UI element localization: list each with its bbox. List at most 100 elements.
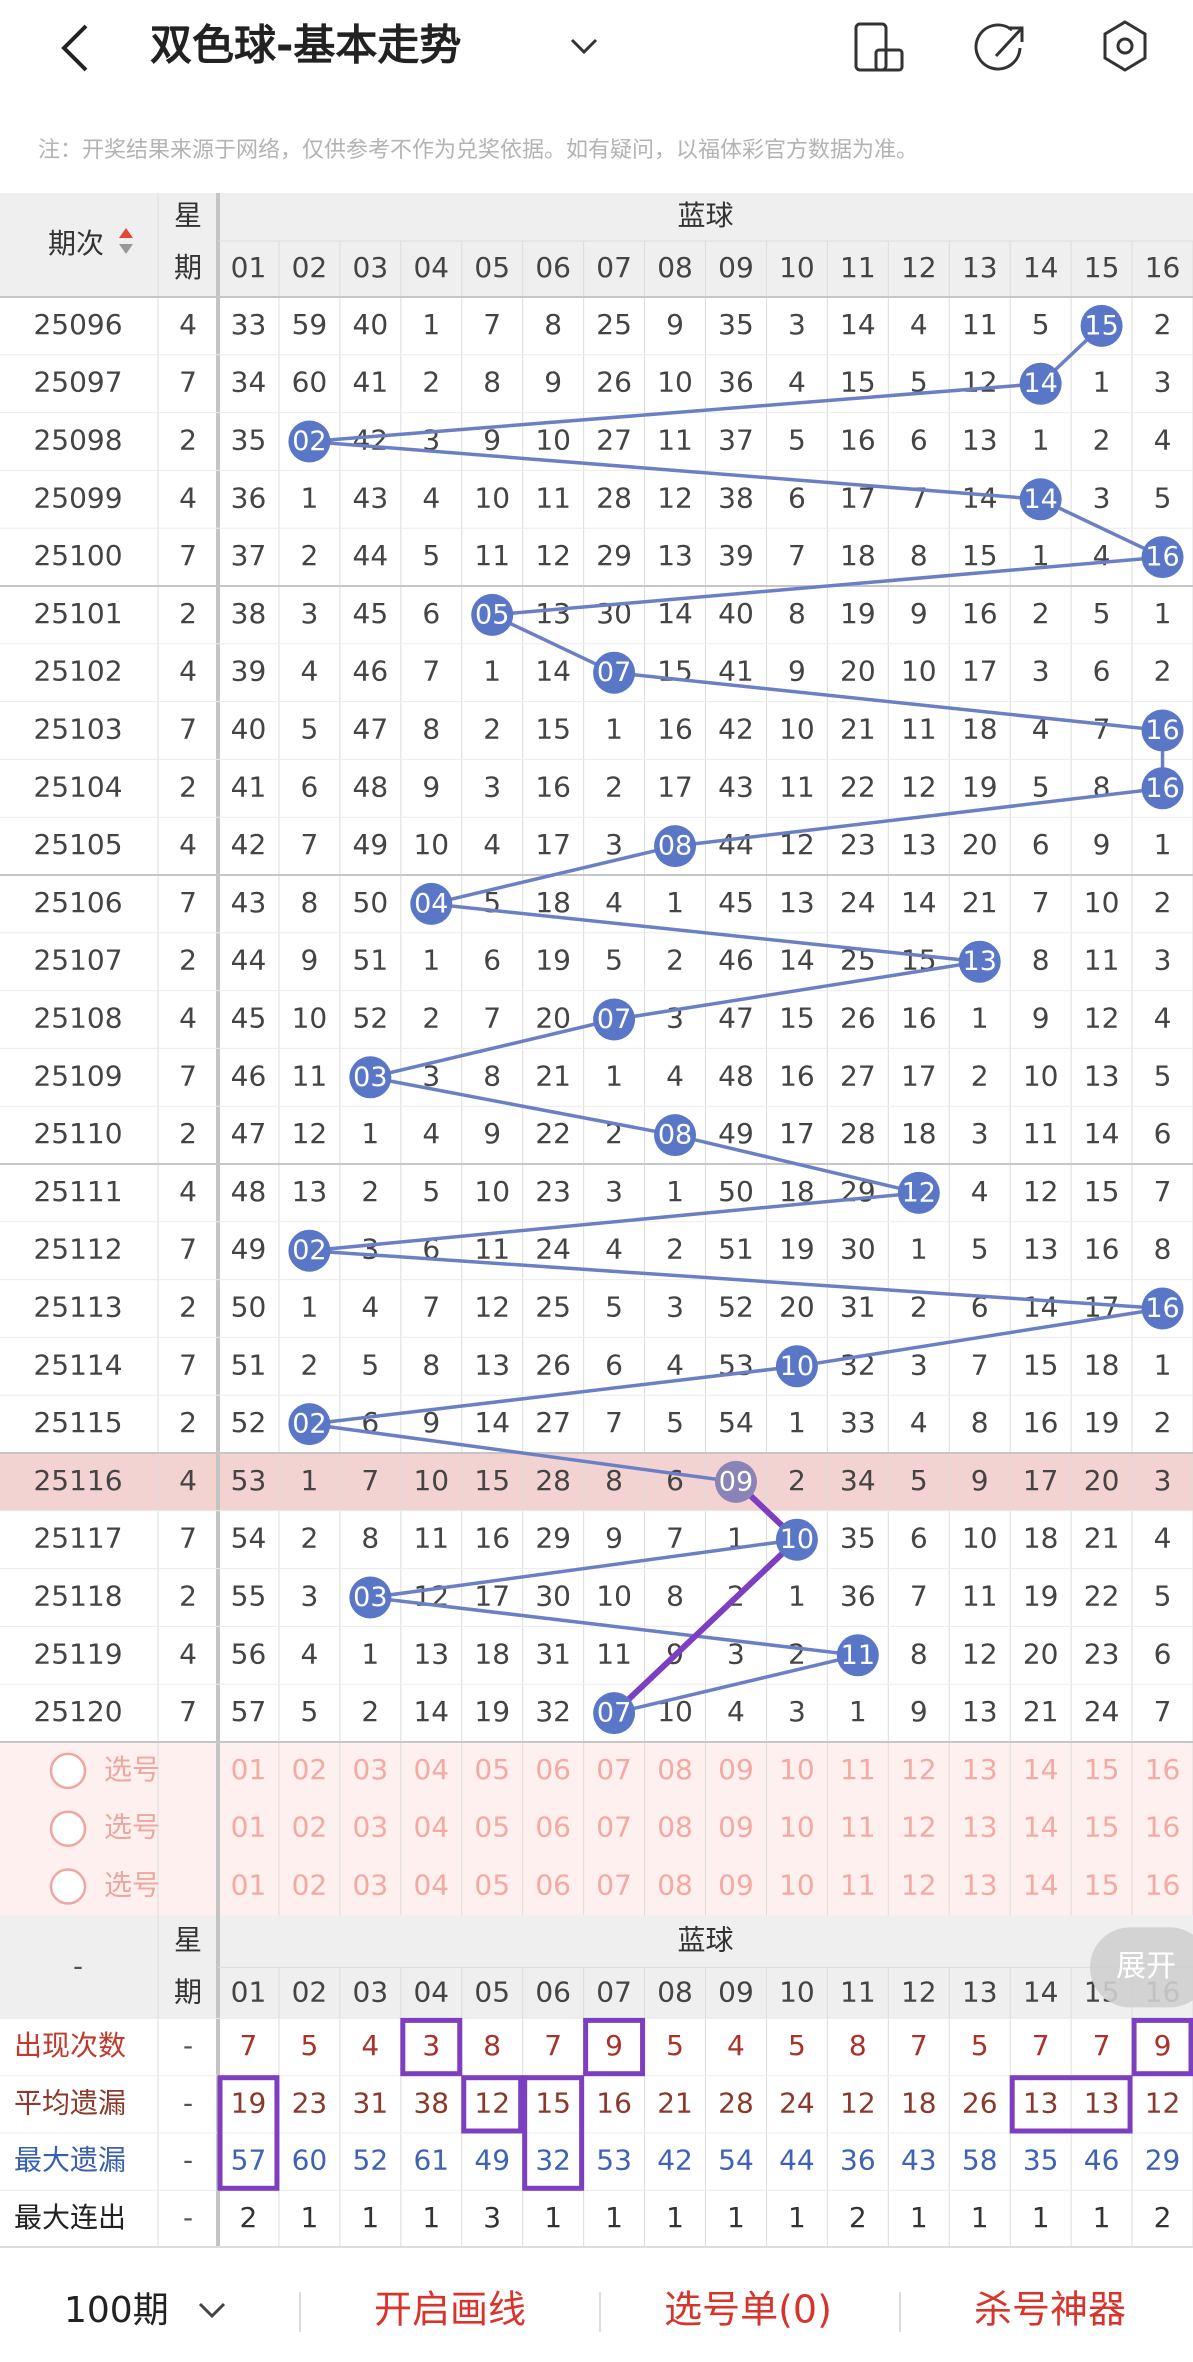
select-number[interactable]: 03 — [353, 1869, 389, 1902]
select-number[interactable]: 09 — [718, 1811, 754, 1844]
select-number[interactable]: 06 — [535, 1869, 571, 1902]
omission: 16 — [779, 1059, 815, 1092]
select-circle[interactable] — [49, 1752, 87, 1790]
omission: 4 — [300, 1637, 318, 1670]
select-number[interactable]: 15 — [1084, 1869, 1120, 1902]
omission: 13 — [779, 886, 815, 919]
omission: 21 — [1023, 1695, 1059, 1728]
select-number[interactable]: 14 — [1023, 1869, 1059, 1902]
share-icon[interactable] — [974, 23, 1024, 71]
select-number[interactable]: 08 — [657, 1753, 693, 1786]
omission: 6 — [1154, 1117, 1172, 1150]
omission: 54 — [231, 1522, 267, 1555]
title-dropdown[interactable] — [570, 38, 598, 55]
issue: 25117 — [33, 1522, 122, 1555]
layout-icon[interactable] — [854, 22, 904, 72]
omission: 8 — [483, 366, 501, 399]
select-number[interactable]: 04 — [413, 1753, 449, 1786]
select-number[interactable]: 11 — [840, 1753, 876, 1786]
sort-desc[interactable] — [119, 244, 133, 254]
select-number[interactable]: 14 — [1023, 1753, 1059, 1786]
select-number[interactable]: 11 — [840, 1811, 876, 1844]
period-selector[interactable]: 100期 — [64, 2290, 169, 2331]
period-chevron[interactable] — [198, 2302, 226, 2319]
select-number[interactable]: 16 — [1145, 1753, 1181, 1786]
omission: 5 — [300, 713, 318, 746]
stats-value: 7 — [910, 2029, 928, 2062]
stats-value: 5 — [300, 2029, 318, 2062]
select-number[interactable]: 13 — [962, 1869, 998, 1902]
select-number[interactable]: 04 — [413, 1869, 449, 1902]
select-number[interactable]: 09 — [718, 1753, 754, 1786]
sort-asc[interactable] — [119, 228, 133, 238]
select-number[interactable]: 15 — [1084, 1811, 1120, 1844]
select-number[interactable]: 07 — [596, 1869, 632, 1902]
weekday: 7 — [179, 713, 197, 746]
select-number[interactable]: 16 — [1145, 1869, 1181, 1902]
omission: 44 — [353, 539, 389, 572]
omission: 12 — [901, 770, 937, 803]
select-circle[interactable] — [49, 1868, 87, 1905]
select-number[interactable]: 08 — [657, 1869, 693, 1902]
select-number[interactable]: 02 — [292, 1811, 328, 1844]
select-number[interactable]: 16 — [1145, 1811, 1181, 1844]
omission: 6 — [1032, 828, 1050, 861]
omission: 3 — [788, 1695, 806, 1728]
stats-value: 7 — [240, 2029, 258, 2062]
omission: 20 — [779, 1291, 815, 1324]
select-number[interactable]: 10 — [779, 1753, 815, 1786]
select-number[interactable]: 07 — [596, 1753, 632, 1786]
select-number[interactable]: 10 — [779, 1869, 815, 1902]
pick-list-button[interactable]: 选号单(0) — [664, 2288, 832, 2332]
select-number[interactable]: 05 — [474, 1753, 510, 1786]
expand-button[interactable] — [1090, 1927, 1193, 2008]
omission: 7 — [361, 1464, 379, 1497]
select-number[interactable]: 03 — [353, 1753, 389, 1786]
select-number[interactable]: 02 — [292, 1753, 328, 1786]
select-number[interactable]: 06 — [535, 1811, 571, 1844]
select-number[interactable]: 14 — [1023, 1811, 1059, 1844]
omission: 53 — [231, 1464, 267, 1497]
omission: 39 — [231, 655, 267, 688]
stats-value: 8 — [849, 2029, 867, 2062]
select-number[interactable]: 04 — [413, 1811, 449, 1844]
select-number[interactable]: 01 — [231, 1869, 267, 1902]
select-number[interactable]: 06 — [535, 1753, 571, 1786]
select-number[interactable]: 12 — [901, 1869, 937, 1902]
omission: 24 — [1084, 1695, 1120, 1728]
select-number[interactable]: 08 — [657, 1811, 693, 1844]
weekday: 2 — [179, 597, 197, 630]
select-number[interactable]: 09 — [718, 1869, 754, 1902]
settings-icon[interactable] — [1103, 20, 1147, 72]
omission: 36 — [231, 481, 267, 514]
back-button[interactable] — [61, 24, 88, 72]
select-number[interactable]: 03 — [353, 1811, 389, 1844]
omission: 23 — [840, 828, 876, 861]
select-number[interactable]: 12 — [901, 1753, 937, 1786]
select-number[interactable]: 05 — [474, 1869, 510, 1902]
select-number[interactable]: 05 — [474, 1811, 510, 1844]
omission: 4 — [1154, 1002, 1172, 1035]
kill-number-button[interactable]: 杀号神器 — [974, 2288, 1126, 2332]
omission: 14 — [779, 944, 815, 977]
select-number[interactable]: 13 — [962, 1811, 998, 1844]
select-number[interactable]: 11 — [840, 1869, 876, 1902]
select-number[interactable]: 12 — [901, 1811, 937, 1844]
select-number[interactable]: 07 — [596, 1811, 632, 1844]
select-number[interactable]: 02 — [292, 1869, 328, 1902]
draw-line-button[interactable]: 开启画线 — [374, 2288, 526, 2332]
omission: 1 — [1032, 539, 1050, 572]
weekday: 7 — [179, 1348, 197, 1381]
omission: 3 — [1093, 481, 1111, 514]
stats-value: 7 — [544, 2029, 562, 2062]
expand-label[interactable]: 展开 — [1116, 1949, 1176, 1984]
omission: 5 — [788, 424, 806, 457]
select-number[interactable]: 01 — [231, 1753, 267, 1786]
select-number[interactable]: 15 — [1084, 1753, 1120, 1786]
select-number[interactable]: 10 — [779, 1811, 815, 1844]
select-circle[interactable] — [49, 1810, 87, 1847]
omission: 11 — [1084, 944, 1120, 977]
select-number[interactable]: 13 — [962, 1753, 998, 1786]
select-number[interactable]: 01 — [231, 1811, 267, 1844]
